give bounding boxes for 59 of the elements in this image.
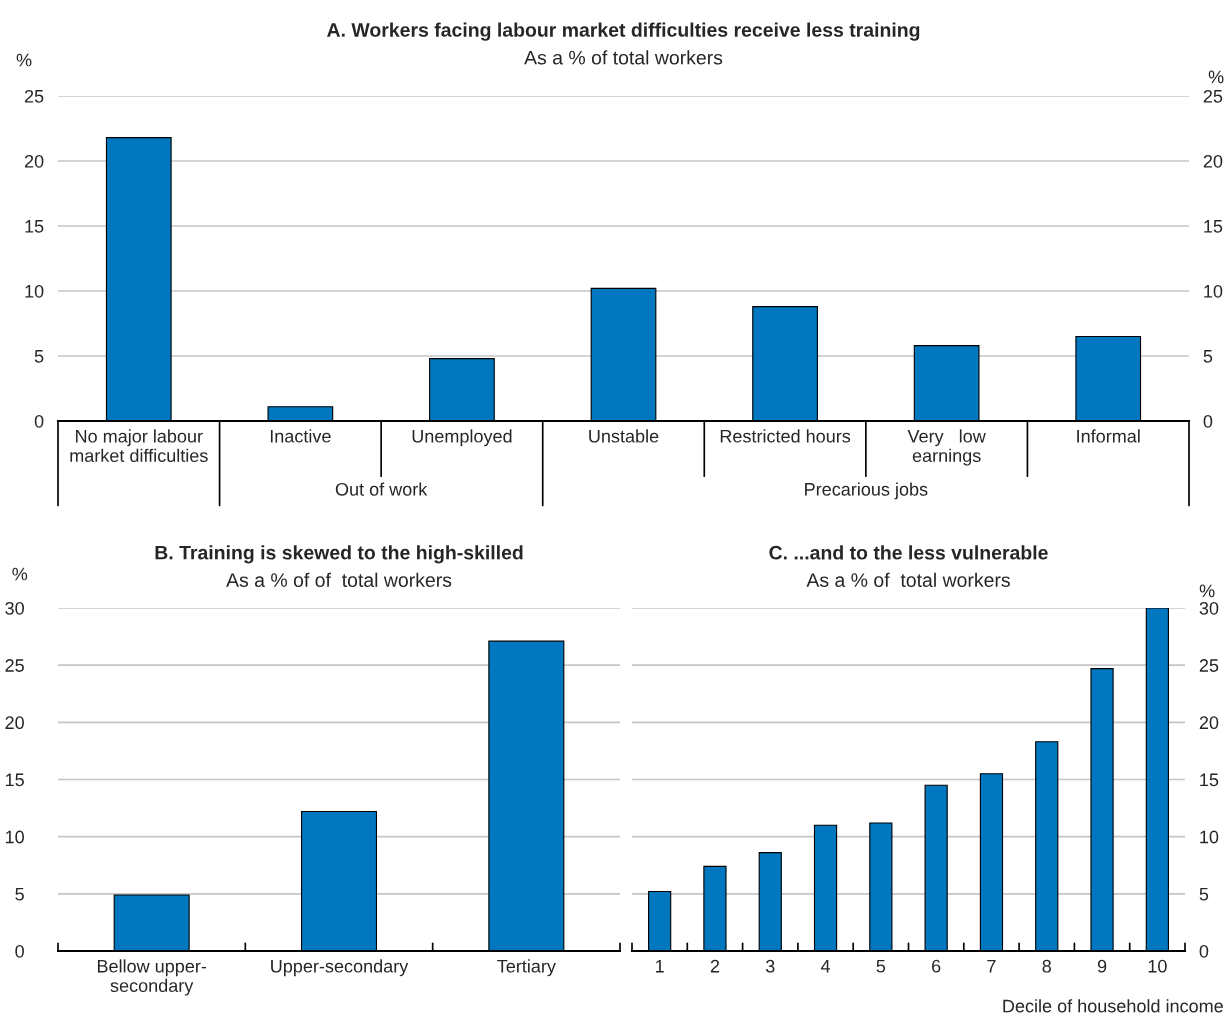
- y2-tick-label: 0: [1199, 944, 1209, 958]
- chart-subtitle: As a % of of total workers: [226, 572, 452, 588]
- text: Out of work: [335, 482, 428, 496]
- y2-tick-label: 20: [1203, 154, 1223, 168]
- x-tick-label: Upper-secondary: [271, 959, 409, 977]
- y2-tick-label: 0: [1203, 414, 1213, 428]
- y-tick-label: 10: [25, 284, 44, 298]
- x-tick-label: No major labour market difficulties: [70, 429, 208, 463]
- y-tick-label: 0: [34, 414, 44, 428]
- x-tick-label: 8: [1042, 959, 1051, 973]
- chart-subtitle: As a % of total workers: [806, 572, 1010, 588]
- y2-tick-label: 20: [1199, 716, 1219, 730]
- x-tick-label: Unstable: [589, 429, 659, 443]
- x-tick-label: 7: [987, 960, 996, 973]
- y2-tick-label: 5: [1199, 887, 1209, 901]
- x-tick-label: Unemployed: [412, 429, 512, 447]
- y2-tick-label: 25: [1199, 659, 1219, 672]
- y-tick-label: 20: [24, 154, 44, 168]
- x-axis-title: Decile of household income: [1003, 999, 1223, 1013]
- x-tick-label: Very low earnings: [907, 429, 986, 466]
- y2-tick-label: 30: [1199, 601, 1219, 615]
- y-axis-title: %: [16, 53, 32, 67]
- y-tick-label: 5: [15, 887, 24, 901]
- y-tick-label: 10: [5, 830, 24, 844]
- y-tick-label: 25: [5, 659, 24, 672]
- x-tick-label: Informal: [1077, 429, 1140, 443]
- chart-title: B. Training is skewed to the high-skilled: [155, 545, 523, 564]
- y2-tick-label: 10: [1200, 830, 1219, 844]
- y2-tick-label: 15: [1204, 220, 1223, 233]
- y-tick-label: 30: [5, 601, 24, 615]
- x-tick-label: 10: [1148, 959, 1167, 973]
- x-tick-label: 2: [710, 959, 720, 973]
- chart-title: A. Workers facing labour market difficulties receive less training: [327, 22, 920, 41]
- chart-subtitle: As a % of total workers: [524, 50, 723, 65]
- x-tick-label: 1: [656, 960, 664, 973]
- y2-tick-label: 25: [1203, 89, 1223, 103]
- y-tick-label: 15: [5, 773, 24, 787]
- x-tick-label: Bellow upper- secondary: [97, 959, 207, 996]
- x-tick-label: Tertiary: [497, 959, 556, 977]
- x-tick-label: 9: [1097, 959, 1107, 973]
- y2-axis-title: %: [1199, 584, 1215, 598]
- chart-title: C. ...and to the less vulnerable: [769, 545, 1048, 560]
- x-tick-label: Inactive: [270, 429, 331, 443]
- y-tick-label: 0: [15, 944, 24, 958]
- x-tick-label: 6: [932, 959, 941, 973]
- y-tick-label: 5: [34, 350, 44, 363]
- x-tick-label: 4: [820, 960, 831, 973]
- x-tick-label: 5: [876, 960, 886, 973]
- y2-axis-title: %: [1208, 70, 1224, 84]
- y-tick-label: 15: [25, 220, 44, 233]
- y-tick-label: 25: [24, 89, 44, 103]
- x-tick-label: 3: [765, 959, 775, 973]
- y2-tick-label: 15: [1200, 773, 1219, 787]
- x-tick-label: Restricted hours: [720, 429, 851, 443]
- y-axis-title: %: [12, 567, 28, 581]
- y-tick-label: 20: [5, 716, 24, 730]
- y2-tick-label: 5: [1203, 350, 1213, 363]
- text: Precarious jobs: [805, 482, 928, 500]
- y2-tick-label: 10: [1204, 284, 1223, 298]
